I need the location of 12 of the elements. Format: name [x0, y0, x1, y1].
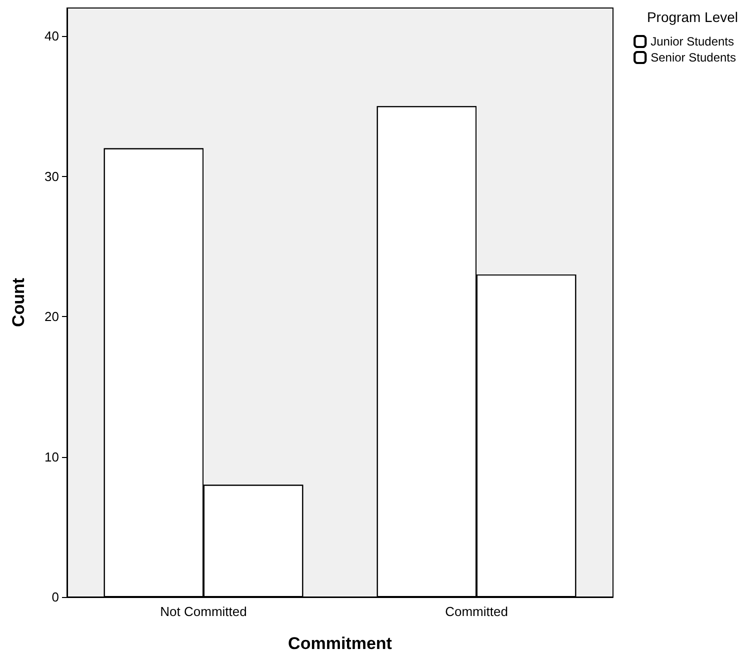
legend-title: Program Level [646, 9, 738, 25]
y-tick-label: 0 [52, 590, 59, 604]
y-tick-label: 30 [44, 168, 59, 184]
x-tick-label: Not Committed [160, 604, 247, 619]
y-tick-label: 10 [44, 449, 59, 464]
x-axis-title: Commitment [288, 634, 392, 653]
legend-label: Junior Students [650, 34, 734, 48]
legend-label: Senior Students [650, 50, 736, 64]
y-tick-label: 40 [44, 28, 59, 44]
y-axis-title: Count [9, 278, 28, 328]
x-tick-label: Committed [445, 604, 508, 619]
y-tick-label: 20 [44, 309, 59, 324]
